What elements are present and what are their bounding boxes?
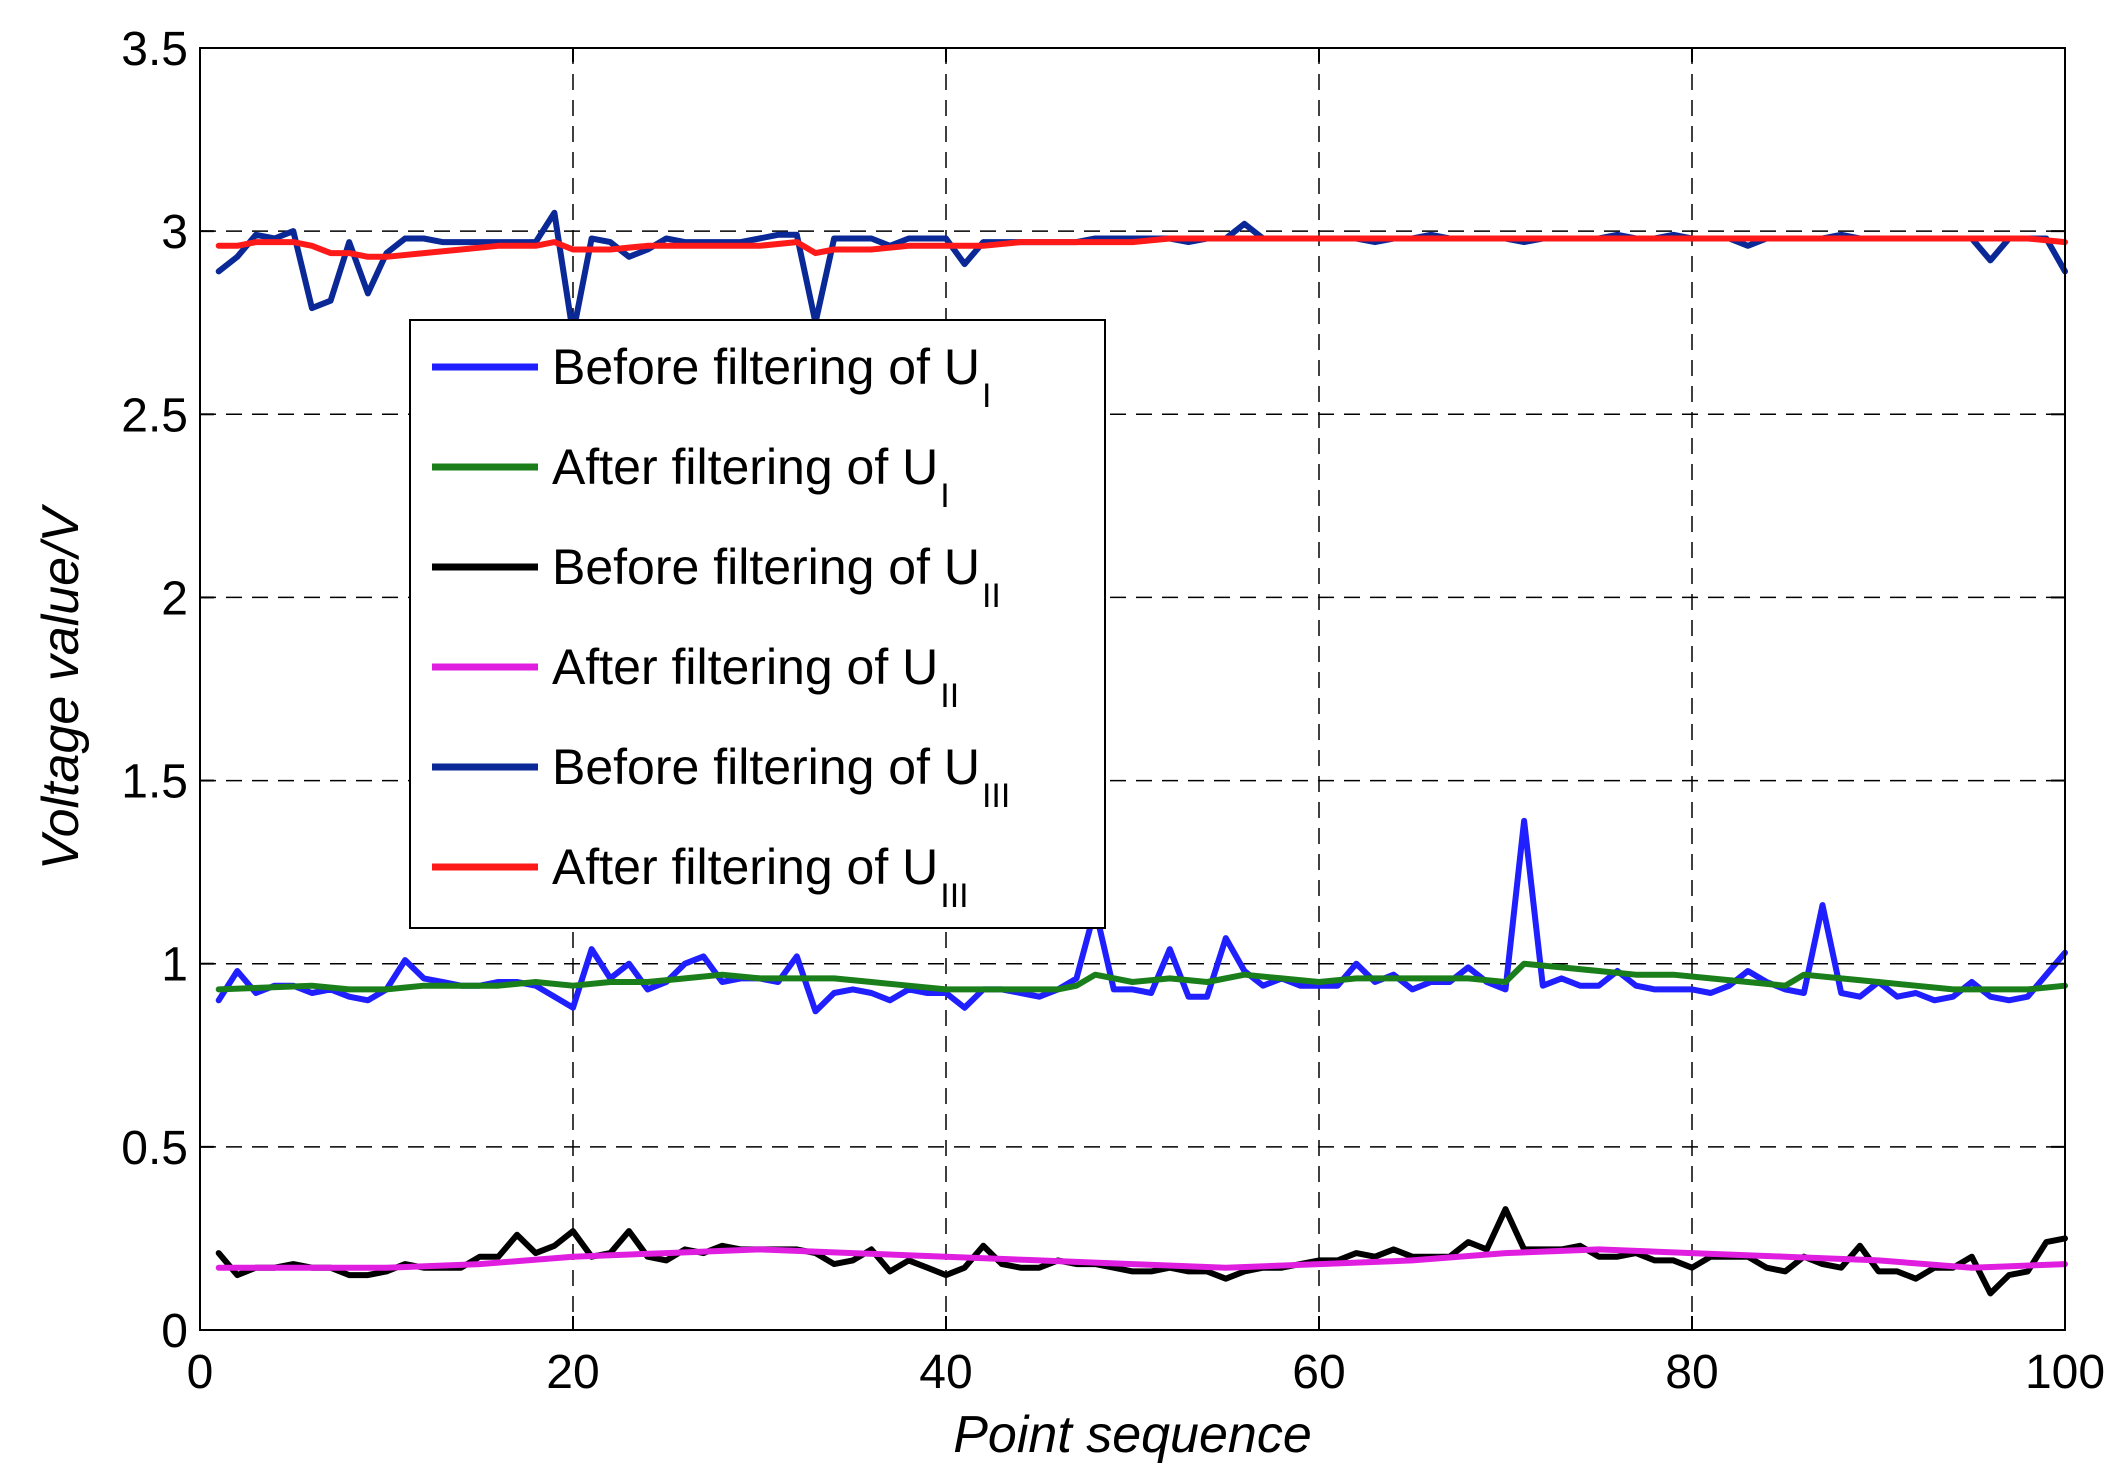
series-line-4 [215, 1246, 2068, 1271]
legend-label-6: After filtering of U [552, 839, 938, 895]
x-axis-label: Point sequence [953, 1406, 1312, 1464]
series-line-3 [215, 1206, 2068, 1297]
legend-subscript-1: I [982, 377, 991, 415]
x-tick-label: 60 [1292, 1346, 1345, 1399]
y-tick-label: 2.5 [121, 389, 188, 442]
legend-subscript-5: III [982, 777, 1010, 815]
series-line-2 [215, 960, 2068, 993]
legend-label-2: After filtering of U [552, 439, 938, 495]
legend-subscript-4: II [940, 677, 959, 715]
legend-box [409, 319, 1106, 929]
y-tick-label: 3.5 [121, 23, 188, 76]
x-tick-label: 40 [919, 1346, 972, 1399]
legend-subscript-6: III [940, 877, 968, 915]
x-tick-label: 0 [187, 1346, 214, 1399]
y-tick-label: 0.5 [121, 1122, 188, 1175]
series-line-6 [215, 235, 2068, 260]
y-tick-label: 1 [161, 939, 188, 992]
y-tick-label: 3 [161, 206, 188, 259]
legend-label-5: Before filtering of U [552, 739, 980, 795]
y-tick-label: 2 [161, 572, 188, 625]
grid [200, 48, 2065, 1330]
y-tick-label: 1.5 [121, 756, 188, 809]
legend-label-3: Before filtering of U [552, 539, 980, 595]
legend-subscript-2: I [940, 477, 949, 515]
y-axis-label: Voltage value/V [32, 504, 90, 871]
y-tick-label: 0 [161, 1305, 188, 1358]
axes-box [199, 47, 2066, 1331]
legend-label-1: Before filtering of U [552, 339, 980, 395]
x-tick-label: 100 [2025, 1346, 2105, 1399]
ticks: 0 20 40 60 80 100 0 0.5 1 1.5 2 2.5 3 3.5 [121, 23, 2105, 1399]
legend-label-4: After filtering of U [552, 639, 938, 695]
legend-subscript-3: II [982, 577, 1001, 615]
x-tick-label: 20 [546, 1346, 599, 1399]
x-tick-label: 80 [1665, 1346, 1718, 1399]
series-layer [215, 209, 2068, 1297]
